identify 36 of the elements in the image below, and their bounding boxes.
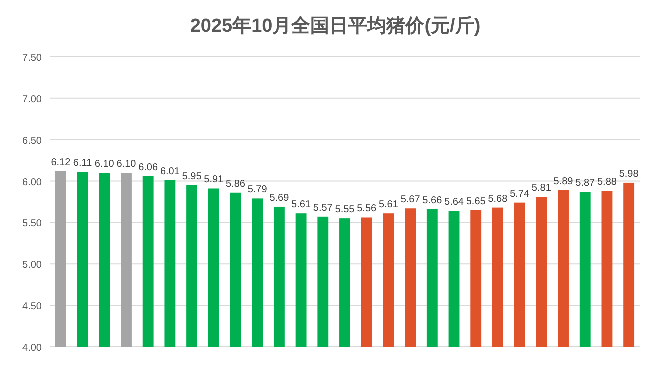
data-label: 5.89 [554,176,574,188]
data-label: 6.12 [51,157,72,168]
data-label: 5.64 [444,197,464,208]
data-label: 5.57 [313,202,334,214]
y-tick-label: 7.50 [22,53,42,64]
data-label: 5.67 [400,194,421,206]
title: 2025年10月全国日平均猪价(元/斤) [190,16,481,37]
data-label: 5.66 [422,195,443,206]
y-tick-label: 6.00 [22,177,42,188]
data-label: 5.98 [619,168,640,180]
data-label: 6.10 [116,159,137,170]
data-label: 5.61 [378,200,399,211]
y-tick-label: 5.00 [22,260,42,272]
data-label: 5.61 [292,200,312,211]
data-label: 5.69 [270,192,290,204]
data-label: 5.91 [204,174,224,186]
data-label: 5.79 [248,184,268,196]
data-label: 5.87 [576,178,596,190]
data-label: 5.95 [182,171,202,182]
y-tick-label: 7.00 [22,94,42,106]
data-label: 5.55 [335,204,356,216]
data-label: 5.65 [466,196,486,208]
y-tick-label: 6.50 [22,136,42,147]
data-label: 5.68 [488,194,508,205]
data-label: 6.11 [73,158,93,170]
y-tick-label: 5.50 [22,218,42,230]
y-tick-label: 4.00 [22,343,42,354]
data-label: 5.88 [597,177,618,188]
data-label: 6.10 [94,159,115,170]
data-label: 6.01 [160,166,180,178]
data-label: 5.81 [532,183,552,194]
data-label: 5.74 [510,188,530,200]
data-label: 5.56 [357,204,378,215]
data-label: 6.06 [138,162,158,174]
y-tick-label: 4.50 [22,302,42,313]
data-label: 5.86 [226,178,246,190]
